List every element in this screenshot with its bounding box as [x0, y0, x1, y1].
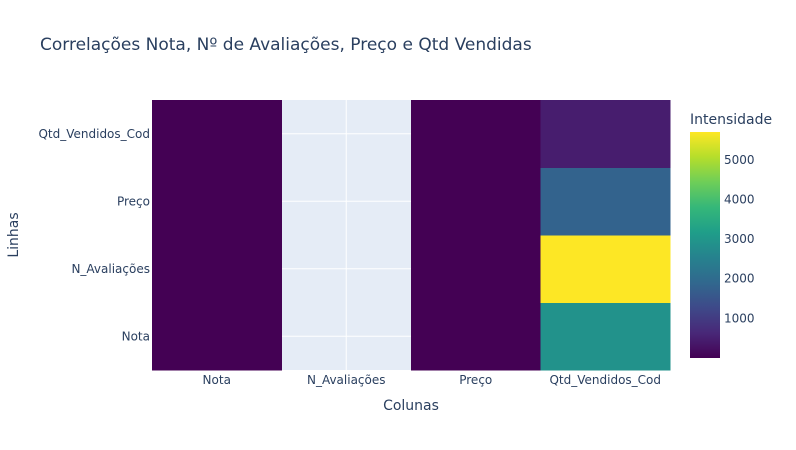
heatmap-cell	[411, 167, 541, 236]
heatmap-cells	[152, 100, 671, 371]
x-axis-title: Colunas	[383, 398, 439, 414]
chart-title: Correlações Nota, Nº de Avaliações, Preç…	[40, 35, 532, 55]
x-tick-label: Preço	[459, 373, 492, 387]
heatmap-cell	[152, 302, 282, 371]
colorbar-tick-label: 5000	[724, 153, 755, 167]
y-tick-label: Nota	[122, 329, 150, 343]
x-tick-label: Nota	[203, 373, 231, 387]
colorbar-tick-label: 2000	[724, 272, 755, 286]
heatmap-cell	[152, 100, 282, 168]
heatmap-cell	[411, 302, 541, 371]
colorbar-tick-label: 1000	[724, 311, 755, 325]
heatmap-cell	[540, 167, 671, 236]
colorbar-tick-label: 4000	[724, 192, 755, 206]
colorbar-tick-label: 3000	[724, 232, 755, 246]
heatmap-cell	[152, 167, 282, 236]
heatmap-cell	[540, 100, 671, 168]
heatmap-cell	[152, 235, 282, 303]
y-tick-label: Qtd_Vendidos_Cod	[38, 127, 150, 141]
x-tick-label: N_Avaliações	[307, 373, 386, 387]
heatmap-cell	[411, 100, 541, 168]
colorbar	[690, 132, 720, 358]
colorbar-ticks: 1000 2000 3000 4000 5000	[724, 153, 755, 326]
y-axis-title: Linhas	[6, 212, 22, 257]
y-tick-label: N_Avaliações	[71, 262, 150, 276]
y-tick-label: Preço	[117, 194, 150, 208]
heatmap-cell	[540, 302, 671, 371]
x-tick-labels: Nota N_Avaliações Preço Qtd_Vendidos_Cod	[203, 373, 661, 387]
x-tick-label: Qtd_Vendidos_Cod	[549, 373, 661, 387]
colorbar-title: Intensidade	[690, 112, 772, 128]
heatmap-cell	[411, 235, 541, 303]
heatmap-cell	[540, 235, 671, 303]
y-tick-labels: Nota N_Avaliações Preço Qtd_Vendidos_Cod	[38, 127, 150, 344]
